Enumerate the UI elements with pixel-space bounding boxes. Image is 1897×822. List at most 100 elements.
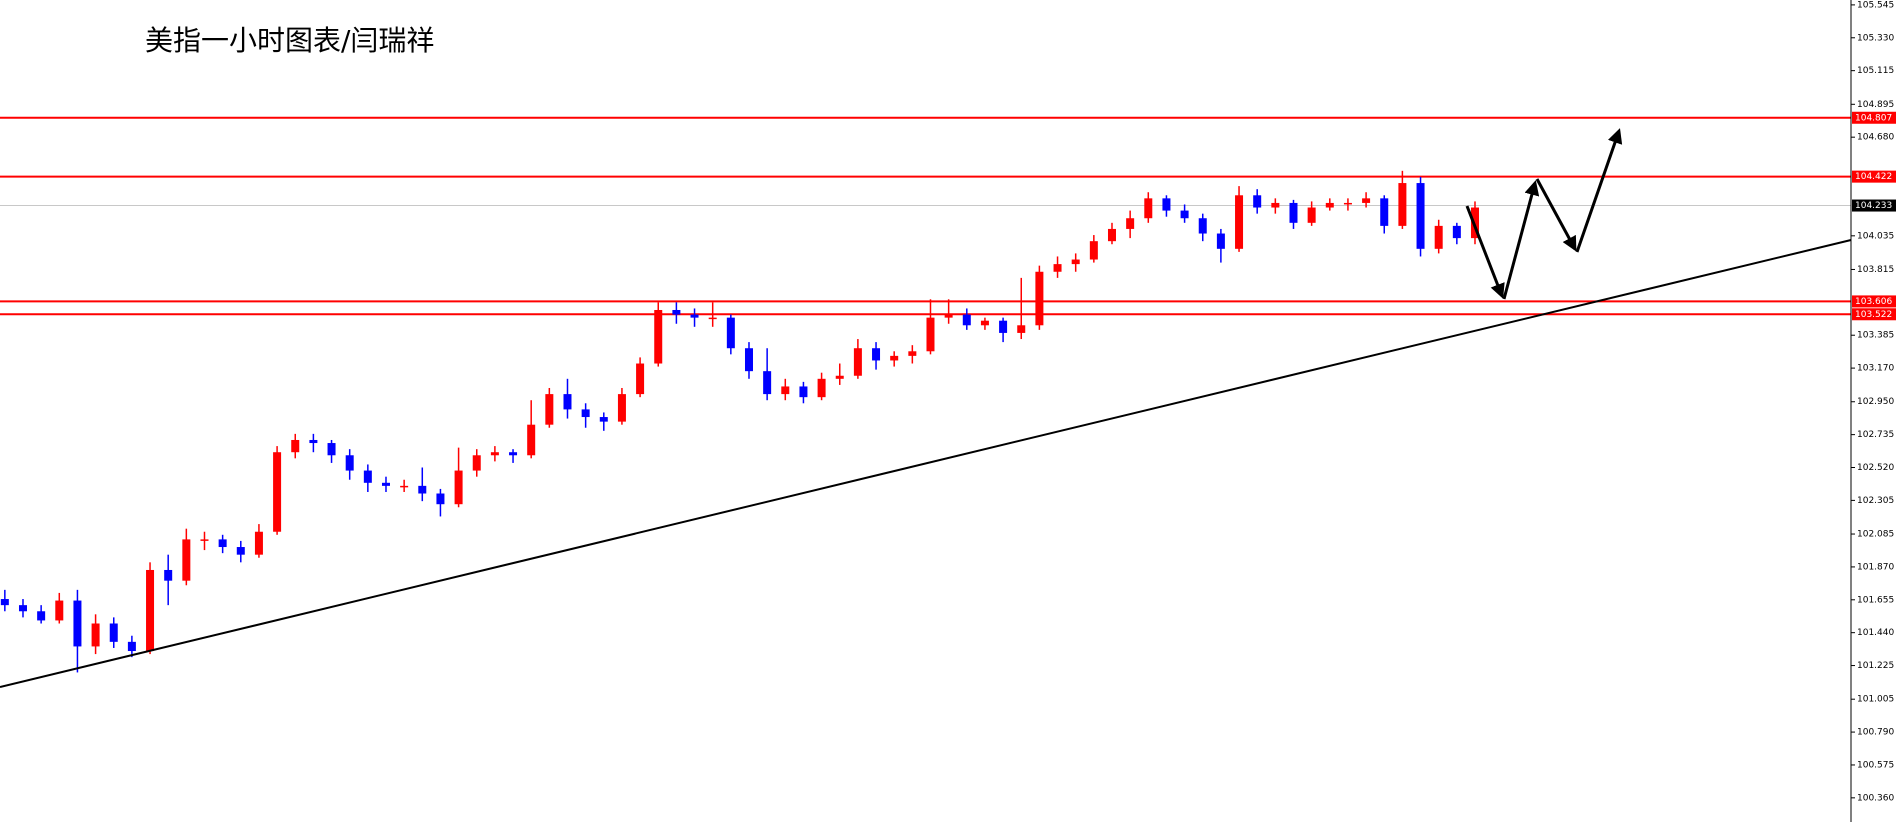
candle-body (146, 569, 155, 652)
candle-body (490, 452, 499, 456)
candle-body (872, 348, 881, 361)
candle-body (1434, 225, 1443, 249)
y-tick-label: 103.815 (1857, 265, 1894, 275)
y-tick-label: 102.305 (1857, 496, 1894, 506)
candle-body (236, 547, 245, 555)
y-tick-label: 102.950 (1857, 397, 1894, 407)
candle-body (200, 539, 209, 541)
y-tick-label: 105.330 (1857, 33, 1894, 43)
y-tick-label: 101.225 (1857, 661, 1894, 671)
price-label-bg (1852, 295, 1896, 308)
candle-body (908, 351, 917, 356)
candle-body (636, 363, 645, 395)
y-tick-label: 104.895 (1857, 100, 1894, 110)
candle-body (91, 623, 100, 647)
y-tick-label: 102.520 (1857, 463, 1894, 473)
trend-line (0, 239, 1852, 688)
forecast-arrow (1575, 128, 1623, 253)
forecast-arrow (1535, 178, 1577, 252)
candle-body (654, 309, 663, 364)
candle-body (1235, 195, 1244, 249)
candle-body (1017, 325, 1026, 333)
forecast-arrow (1465, 205, 1505, 299)
candle-body (799, 386, 808, 398)
y-tick-label: 100.575 (1857, 760, 1894, 770)
candle-body (327, 443, 336, 456)
candle-body (1416, 183, 1425, 249)
candle-body (1107, 228, 1116, 242)
y-tick-label: 101.655 (1857, 595, 1894, 605)
price-label-bg (1852, 111, 1896, 124)
candle-body (1071, 259, 1080, 265)
candle-body (381, 482, 390, 486)
candle-body (109, 623, 118, 642)
y-tick-label: 100.360 (1857, 793, 1894, 803)
candle-body (18, 605, 27, 612)
candle-body (254, 531, 263, 555)
y-tick-label: 101.440 (1857, 628, 1894, 638)
candle-body (73, 600, 82, 647)
price-label: 103.606 (1855, 297, 1892, 307)
y-tick-label: 105.115 (1857, 66, 1894, 76)
candle-body (418, 485, 427, 494)
chart-title: 美指一小时图表/闫瑞祥 (145, 24, 434, 57)
candle-body (527, 424, 536, 456)
candle-body (853, 348, 862, 376)
y-tick-label: 104.035 (1857, 231, 1894, 241)
candle-body (472, 455, 481, 471)
price-label-bg (1852, 308, 1896, 321)
candle-body (1144, 198, 1153, 219)
candle-body (1253, 195, 1262, 208)
candle-body (55, 600, 64, 621)
candle-body (999, 320, 1008, 333)
candle-body (345, 455, 354, 471)
candle-body (744, 348, 753, 372)
candle-body (1343, 202, 1352, 205)
y-tick-label: 104.680 (1857, 133, 1894, 143)
y-tick-label: 101.005 (1857, 695, 1894, 705)
candle-body (400, 485, 409, 488)
candle-body (509, 452, 518, 456)
candle-body (1289, 202, 1298, 223)
candle-body (37, 611, 46, 621)
candle-body (1053, 264, 1062, 272)
price-label: 104.233 (1855, 201, 1892, 211)
candle-body (182, 539, 191, 581)
candle-body (599, 417, 608, 422)
candle-body (672, 309, 681, 315)
candle-body (1089, 241, 1098, 260)
price-label-bg (1852, 170, 1896, 183)
candle-body (363, 470, 372, 483)
candle-body (1126, 218, 1135, 229)
forecast-arrow (1502, 180, 1540, 300)
candle-body (545, 394, 554, 425)
candle-body (1216, 233, 1225, 249)
candle-body (218, 539, 227, 548)
candle-body (1307, 207, 1316, 223)
y-tick-label: 101.870 (1857, 562, 1894, 572)
y-tick-label: 103.385 (1857, 331, 1894, 341)
candle-body (944, 314, 953, 318)
price-label: 103.522 (1855, 310, 1892, 320)
candle-body (1271, 202, 1280, 208)
candle-body (763, 371, 772, 395)
candle-body (1180, 210, 1189, 219)
candle-body (781, 386, 790, 395)
candle-body (581, 409, 590, 418)
candle-body (0, 599, 9, 606)
candle-body (454, 470, 463, 505)
candle-body (726, 317, 735, 349)
candle-body (890, 355, 899, 361)
candle-body (127, 641, 136, 652)
price-label: 104.807 (1855, 113, 1892, 123)
candle-body (817, 378, 826, 398)
candle-body (617, 394, 626, 422)
candle-body (980, 320, 989, 326)
candle-body (273, 452, 282, 532)
candle-body (1452, 225, 1461, 239)
price-label-bg (1852, 199, 1896, 212)
candle-body (1398, 183, 1407, 226)
candle-body (563, 394, 572, 410)
